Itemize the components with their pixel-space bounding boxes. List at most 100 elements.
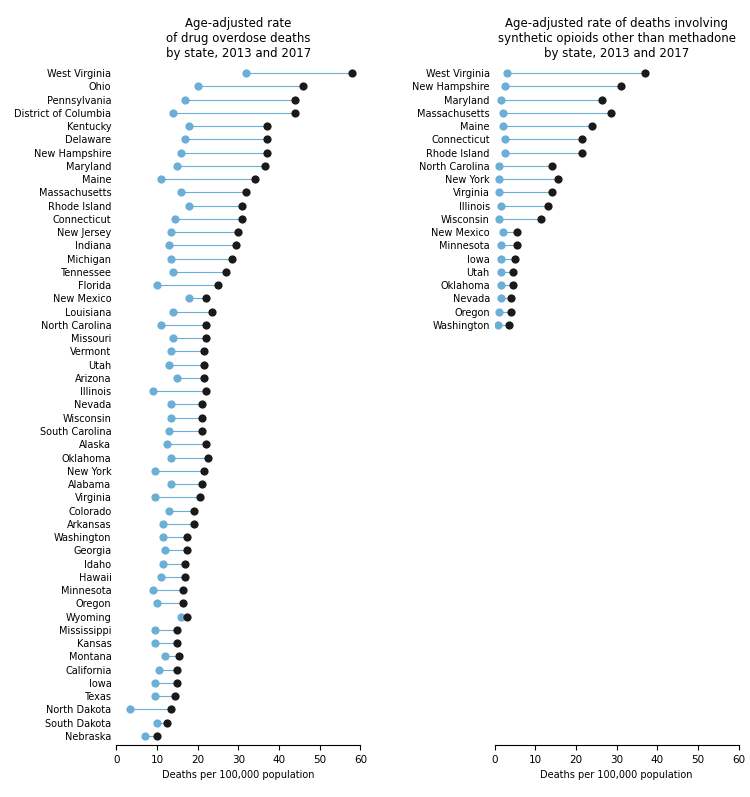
Point <box>167 107 179 120</box>
Point <box>499 146 511 159</box>
Point <box>545 159 557 172</box>
Point <box>171 371 183 384</box>
Point <box>499 80 511 92</box>
Point <box>236 213 248 226</box>
Point <box>596 93 608 106</box>
Point <box>212 279 224 292</box>
Point <box>241 186 253 198</box>
Point <box>615 80 627 92</box>
Point <box>151 279 163 292</box>
Point <box>184 120 196 132</box>
Point <box>179 133 191 146</box>
Point <box>536 213 548 226</box>
Point <box>230 239 242 252</box>
Point <box>226 253 238 265</box>
Point <box>184 199 196 212</box>
Point <box>248 173 260 186</box>
Point <box>492 319 504 332</box>
Point <box>153 663 165 676</box>
Point <box>198 345 210 358</box>
Point <box>505 305 517 318</box>
Point <box>200 319 211 332</box>
Point <box>511 226 523 238</box>
Point <box>236 199 248 212</box>
Point <box>179 571 191 583</box>
Point <box>188 505 200 517</box>
Point <box>191 80 203 92</box>
Point <box>496 120 508 132</box>
Point <box>241 67 253 80</box>
Point <box>151 597 163 610</box>
Point <box>149 465 161 477</box>
Point <box>545 186 557 198</box>
Point <box>196 477 208 490</box>
Point <box>493 173 505 186</box>
Point <box>170 689 182 702</box>
Point <box>173 650 185 663</box>
Point <box>495 292 507 304</box>
Point <box>496 107 508 120</box>
Point <box>151 717 163 729</box>
Point <box>220 265 232 278</box>
Point <box>501 67 513 80</box>
Point <box>164 425 176 438</box>
Point <box>198 465 210 477</box>
Point <box>178 583 190 596</box>
Point <box>161 438 173 450</box>
Point <box>298 80 310 92</box>
Point <box>155 571 167 583</box>
Point <box>176 186 188 198</box>
Point <box>261 133 273 146</box>
Point <box>259 159 271 172</box>
Point <box>576 133 588 146</box>
Point <box>552 173 564 186</box>
Point <box>495 253 507 265</box>
Point <box>165 451 177 464</box>
Point <box>149 637 161 650</box>
Point <box>165 477 177 490</box>
Point <box>200 332 211 344</box>
Point <box>165 398 177 411</box>
Title: Age-adjusted rate
of drug overdose deaths
by state, 2013 and 2017: Age-adjusted rate of drug overdose death… <box>166 17 311 60</box>
X-axis label: Deaths per 100,000 population: Deaths per 100,000 population <box>162 771 314 780</box>
Point <box>159 544 171 556</box>
Point <box>149 623 161 636</box>
Point <box>196 411 208 424</box>
Point <box>503 319 515 332</box>
Point <box>147 583 159 596</box>
Point <box>184 292 196 304</box>
Point <box>164 505 176 517</box>
Point <box>182 611 194 623</box>
Point <box>261 146 273 159</box>
Point <box>495 199 507 212</box>
Point <box>167 265 179 278</box>
Point <box>586 120 598 132</box>
Point <box>149 689 161 702</box>
Point <box>164 359 176 371</box>
Point <box>165 253 177 265</box>
Point <box>346 67 358 80</box>
Point <box>182 531 194 544</box>
Point <box>493 305 505 318</box>
Point <box>139 729 151 742</box>
X-axis label: Deaths per 100,000 population: Deaths per 100,000 population <box>541 771 693 780</box>
Point <box>509 253 521 265</box>
Point <box>290 93 302 106</box>
Point <box>495 93 507 106</box>
Point <box>182 544 194 556</box>
Point <box>171 637 183 650</box>
Point <box>171 159 183 172</box>
Point <box>493 213 505 226</box>
Point <box>179 557 191 570</box>
Point <box>505 292 517 304</box>
Point <box>167 332 179 344</box>
Point <box>493 186 505 198</box>
Point <box>206 305 218 318</box>
Point <box>200 292 211 304</box>
Point <box>178 597 190 610</box>
Point <box>155 173 167 186</box>
Point <box>161 717 173 729</box>
Point <box>157 531 169 544</box>
Point <box>261 120 273 132</box>
Point <box>196 398 208 411</box>
